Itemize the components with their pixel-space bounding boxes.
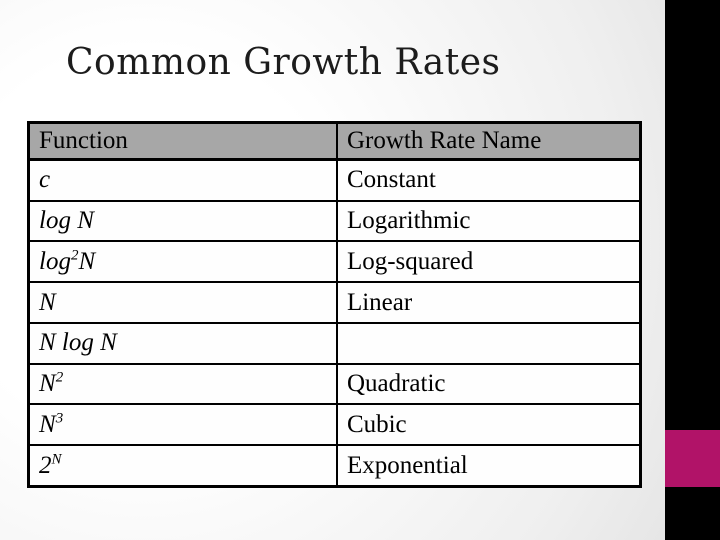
function-superscript: 2 [70, 247, 79, 264]
growth-rate-name-cell: Log-squared [335, 240, 642, 284]
table-row: N log N [27, 321, 642, 365]
function-cell: N3 [27, 403, 338, 447]
table-header-row: Function Growth Rate Name [27, 121, 642, 161]
table-row: c Constant [27, 158, 642, 202]
table-body: c Constant log N Logarithmic log2N Log-square… [27, 158, 642, 488]
function-cell: N2 [27, 362, 338, 406]
header-function: Function [27, 121, 338, 161]
growth-rate-name-cell: Quadratic [335, 362, 642, 406]
table-row: N2 Quadratic [27, 362, 642, 406]
header-growth-rate-name: Growth Rate Name [335, 121, 642, 161]
table-row: 2N Exponential [27, 444, 642, 488]
function-cell: c [27, 158, 338, 202]
table-row: N3 Cubic [27, 403, 642, 447]
function-text: N [78, 247, 96, 275]
function-superscript: N [51, 451, 62, 468]
function-cell: N log N [27, 321, 338, 365]
function-text: 2 [39, 451, 52, 479]
function-superscript: 2 [55, 369, 64, 386]
function-text: N [39, 370, 56, 398]
function-cell: log N [27, 199, 338, 243]
growth-rate-name-cell: Constant [335, 158, 642, 202]
growth-rate-name-cell: Logarithmic [335, 199, 642, 243]
function-text: N [39, 288, 56, 316]
function-text: log N [39, 207, 94, 235]
growth-rate-name-cell: Exponential [335, 444, 642, 488]
function-text: N log N [39, 329, 117, 357]
function-cell: log2N [27, 240, 338, 284]
growth-rates-table: Function Growth Rate Name c Constant log N… [27, 121, 642, 488]
growth-rate-name-cell: Linear [335, 281, 642, 324]
function-cell: 2N [27, 444, 338, 488]
table-row: N Linear [27, 281, 642, 324]
growth-rate-name-cell [335, 321, 642, 365]
function-cell: N [27, 281, 338, 324]
function-text: c [39, 166, 51, 194]
function-text: N [39, 410, 56, 438]
function-superscript: 3 [55, 410, 64, 427]
table-row: log2N Log-squared [27, 240, 642, 284]
function-text: log [39, 247, 71, 275]
slide-title: Common Growth Rates [66, 42, 501, 83]
accent-square [665, 430, 720, 487]
growth-rate-name-cell: Cubic [335, 403, 642, 447]
table-row: log N Logarithmic [27, 199, 642, 243]
